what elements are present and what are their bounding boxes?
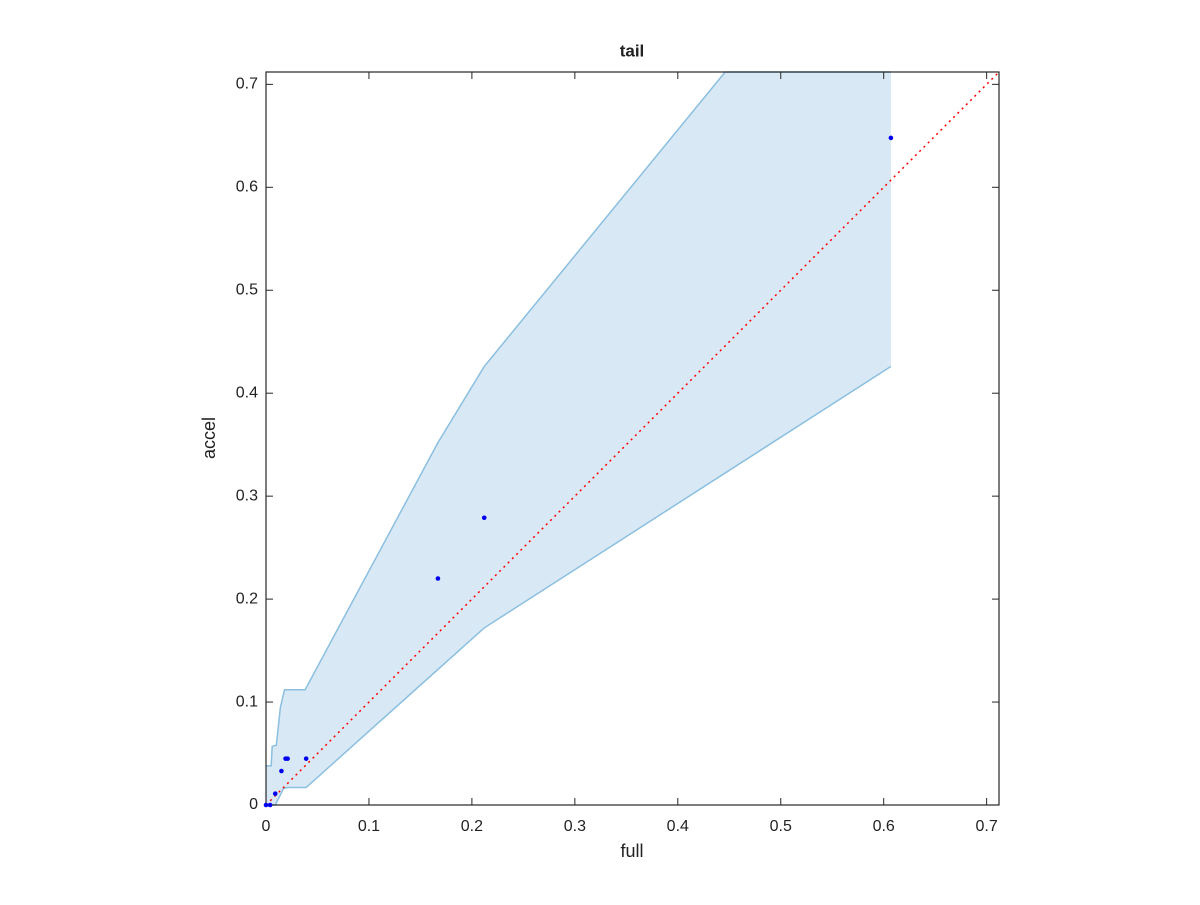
point bbox=[888, 135, 894, 141]
x-axis-label: full bbox=[620, 841, 643, 861]
y-tick-label: 0.1 bbox=[236, 693, 258, 710]
y-tick-label: 0.5 bbox=[236, 281, 258, 298]
x-tick-label: 0.2 bbox=[461, 818, 483, 835]
x-tick-label: 0.5 bbox=[770, 818, 792, 835]
y-axis-label: accel bbox=[199, 417, 219, 459]
x-tick-label: 0.3 bbox=[564, 818, 586, 835]
point bbox=[272, 791, 278, 796]
plot-frame bbox=[265, 71, 1000, 806]
y-tick-label: 0 bbox=[249, 796, 258, 813]
x-tick-label: 0.7 bbox=[976, 818, 998, 835]
confidence-band bbox=[266, 72, 891, 805]
band-upper-edge bbox=[266, 71, 891, 767]
chart-title: tail bbox=[620, 41, 645, 60]
point bbox=[267, 802, 273, 808]
y-tick-label: 0.3 bbox=[236, 487, 258, 504]
point bbox=[279, 768, 284, 774]
x-tick-label: 0.1 bbox=[358, 818, 380, 835]
point bbox=[285, 756, 290, 761]
point bbox=[303, 756, 309, 761]
y-tick-label: 0.2 bbox=[236, 590, 258, 607]
x-tick-label: 0 bbox=[262, 818, 271, 835]
point bbox=[435, 576, 441, 581]
point bbox=[263, 802, 269, 808]
y-tick-label: 0.6 bbox=[236, 179, 258, 196]
y-tick-label: 0.7 bbox=[236, 76, 258, 93]
x-tick-label: 0.6 bbox=[873, 818, 895, 835]
y-tick-label: 0.4 bbox=[236, 384, 258, 401]
x-tick-label: 0.4 bbox=[667, 818, 689, 835]
point bbox=[481, 515, 487, 521]
